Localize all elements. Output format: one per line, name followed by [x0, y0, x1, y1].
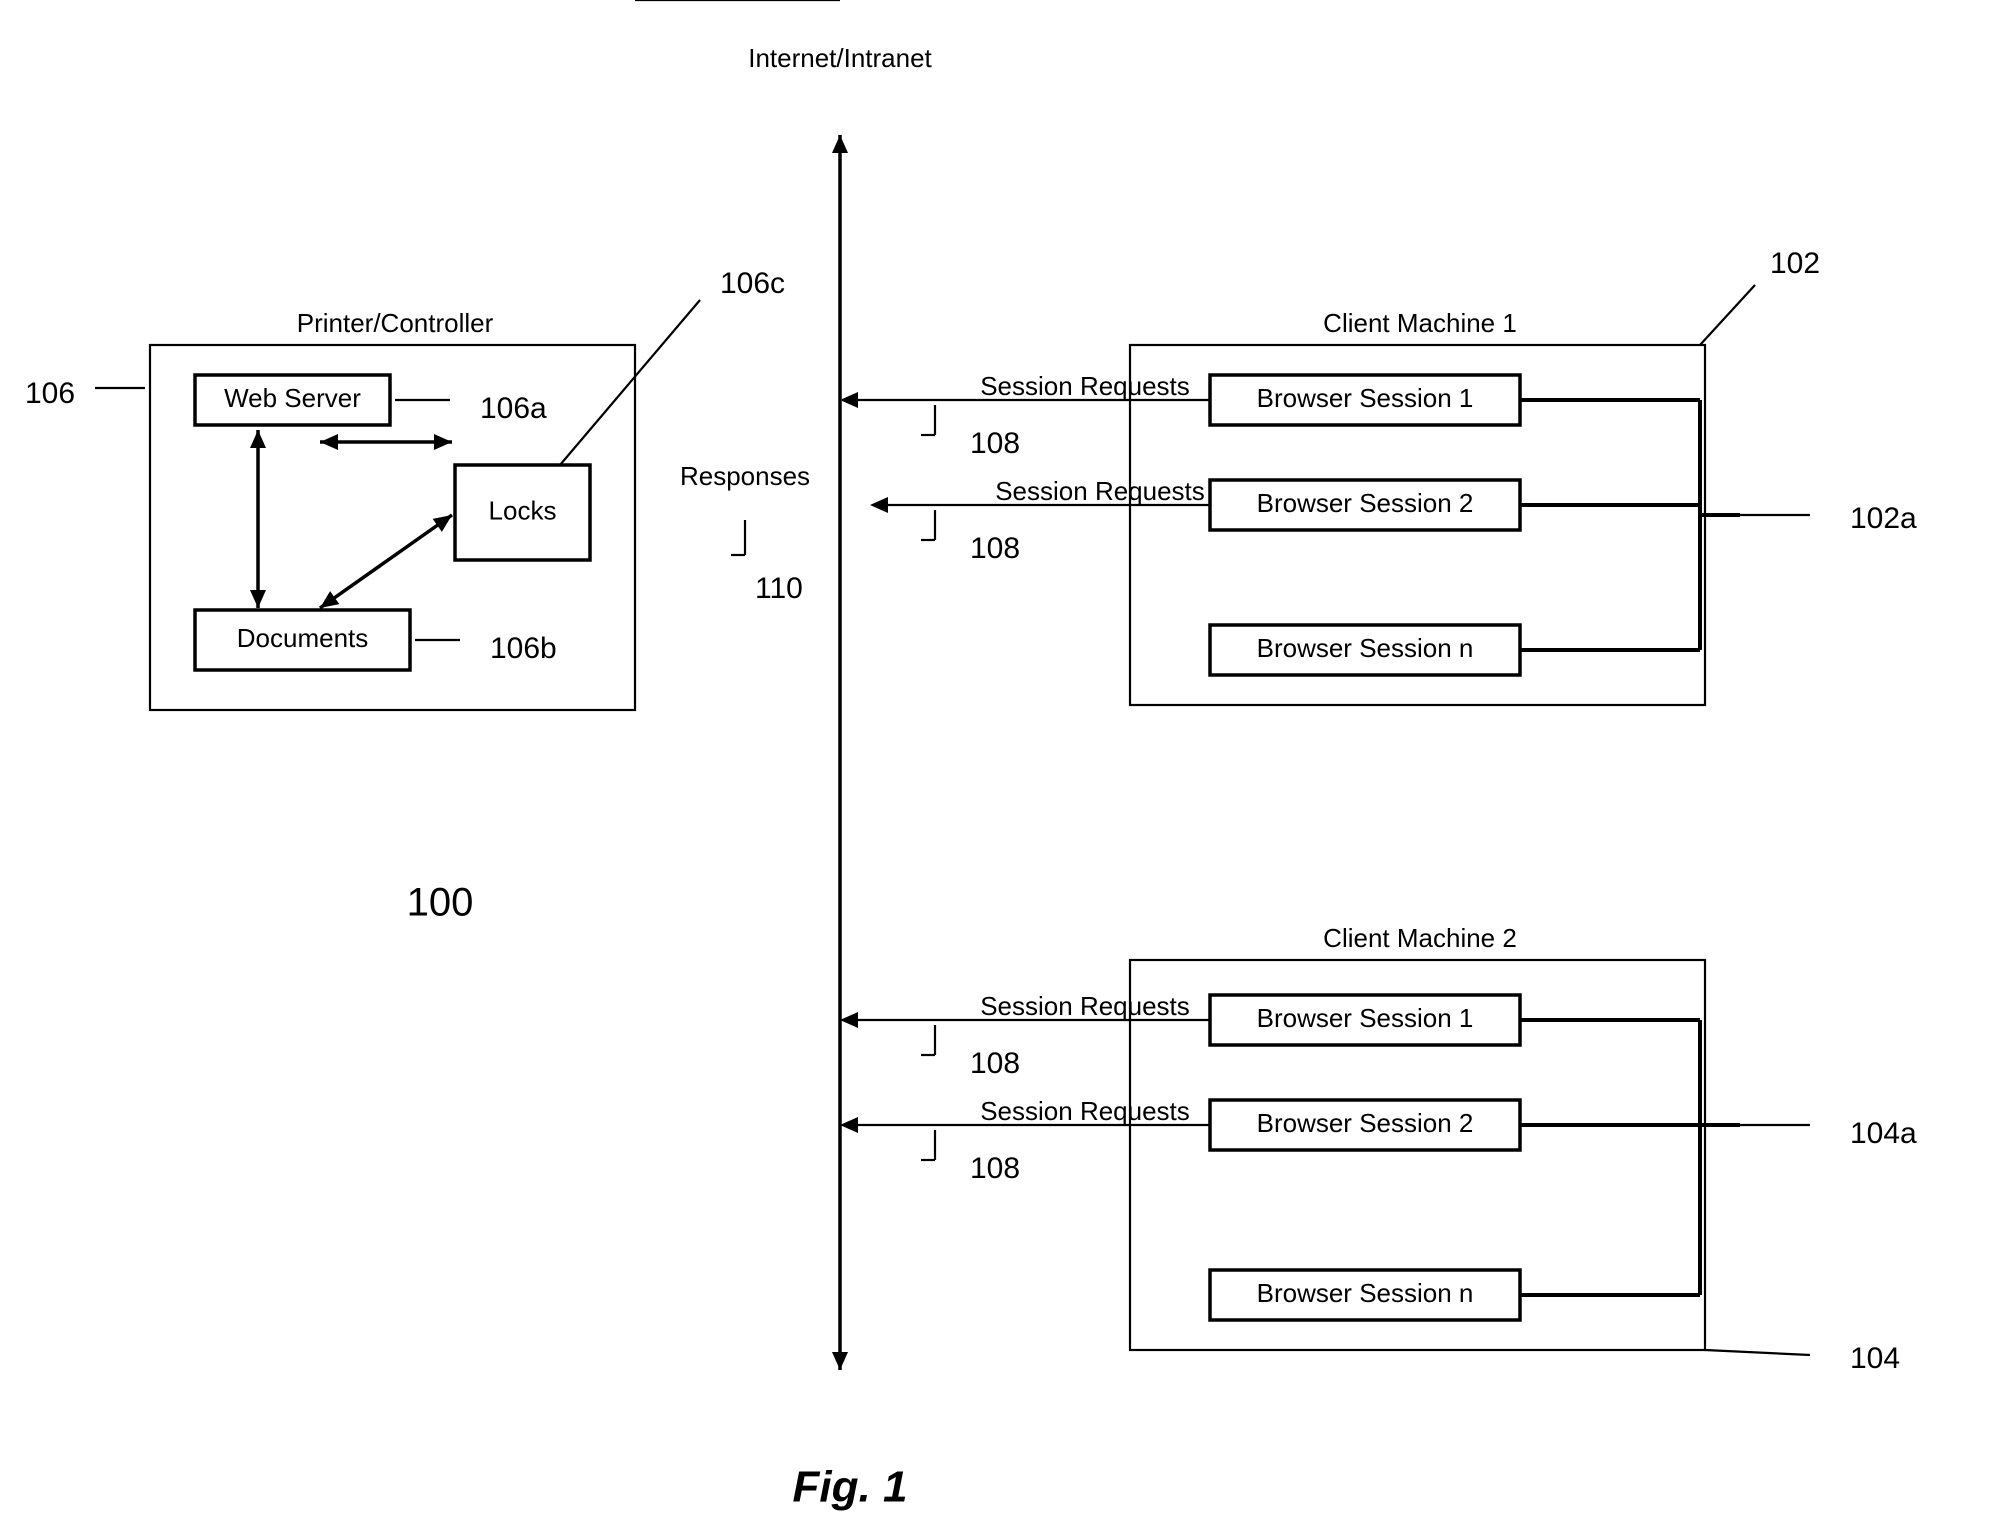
browser-session-box: Browser Session n: [1210, 1270, 1520, 1320]
browser-session-box: Browser Session 1: [1210, 375, 1520, 425]
svg-text:110: 110: [755, 572, 803, 605]
svg-text:Browser Session 2: Browser Session 2: [1257, 1108, 1474, 1138]
svg-text:108: 108: [970, 532, 1020, 565]
client-machine-1: Client Machine 1 102 102a: [1130, 247, 1917, 705]
session-request-arrow: Session Requests 108: [840, 1096, 1210, 1185]
internet-axis: Internet/Intranet: [748, 43, 932, 1370]
svg-text:Web Server: Web Server: [224, 383, 361, 413]
svg-text:Documents: Documents: [237, 623, 369, 653]
svg-text:108: 108: [970, 1047, 1020, 1080]
svg-text:100: 100: [407, 881, 474, 925]
svg-text:Session Requests: Session Requests: [980, 371, 1190, 401]
svg-text:Browser Session 2: Browser Session 2: [1257, 488, 1474, 518]
figure-label: Fig. 1: [793, 1463, 908, 1512]
svg-text:106b: 106b: [490, 632, 557, 665]
browser-session-box: Browser Session 1: [1210, 995, 1520, 1045]
svg-text:106c: 106c: [720, 267, 785, 300]
svg-text:106a: 106a: [480, 392, 547, 425]
svg-text:Browser Session n: Browser Session n: [1257, 1278, 1474, 1308]
browser-session-box: Browser Session 2: [1210, 480, 1520, 530]
svg-text:Responses: Responses: [680, 461, 810, 491]
svg-text:108: 108: [970, 1152, 1020, 1185]
svg-text:104: 104: [1850, 1342, 1900, 1375]
svg-text:106: 106: [25, 377, 75, 410]
svg-text:102a: 102a: [1850, 502, 1917, 535]
svg-text:102: 102: [1770, 247, 1820, 280]
svg-text:Session Requests: Session Requests: [980, 991, 1190, 1021]
svg-text:Browser Session n: Browser Session n: [1257, 633, 1474, 663]
documents-box: Documents: [195, 610, 410, 670]
locks-box: Locks: [455, 465, 590, 560]
svg-text:Locks: Locks: [489, 495, 557, 525]
session-request-arrow: Session Requests 108: [840, 371, 1210, 460]
browser-session-box: Browser Session n: [1210, 625, 1520, 675]
svg-text:108: 108: [970, 427, 1020, 460]
session-request-arrow: Session Requests 108: [870, 476, 1210, 565]
svg-text:Internet/Intranet: Internet/Intranet: [748, 43, 932, 73]
svg-text:104a: 104a: [1850, 1117, 1917, 1150]
svg-text:Browser Session 1: Browser Session 1: [1257, 1003, 1474, 1033]
session-request-arrow: Session Requests 108: [840, 991, 1210, 1080]
svg-text:Session Requests: Session Requests: [995, 476, 1205, 506]
svg-text:Printer/Controller: Printer/Controller: [297, 308, 494, 338]
svg-text:Client Machine 2: Client Machine 2: [1323, 923, 1517, 953]
browser-session-box: Browser Session 2: [1210, 1100, 1520, 1150]
printer-controller: Printer/Controller 106 Responses 110: [25, 0, 840, 710]
web-server-box: Web Server: [195, 375, 390, 425]
svg-text:Client Machine 1: Client Machine 1: [1323, 308, 1517, 338]
svg-text:Browser Session 1: Browser Session 1: [1257, 383, 1474, 413]
svg-text:Session Requests: Session Requests: [980, 1096, 1190, 1126]
